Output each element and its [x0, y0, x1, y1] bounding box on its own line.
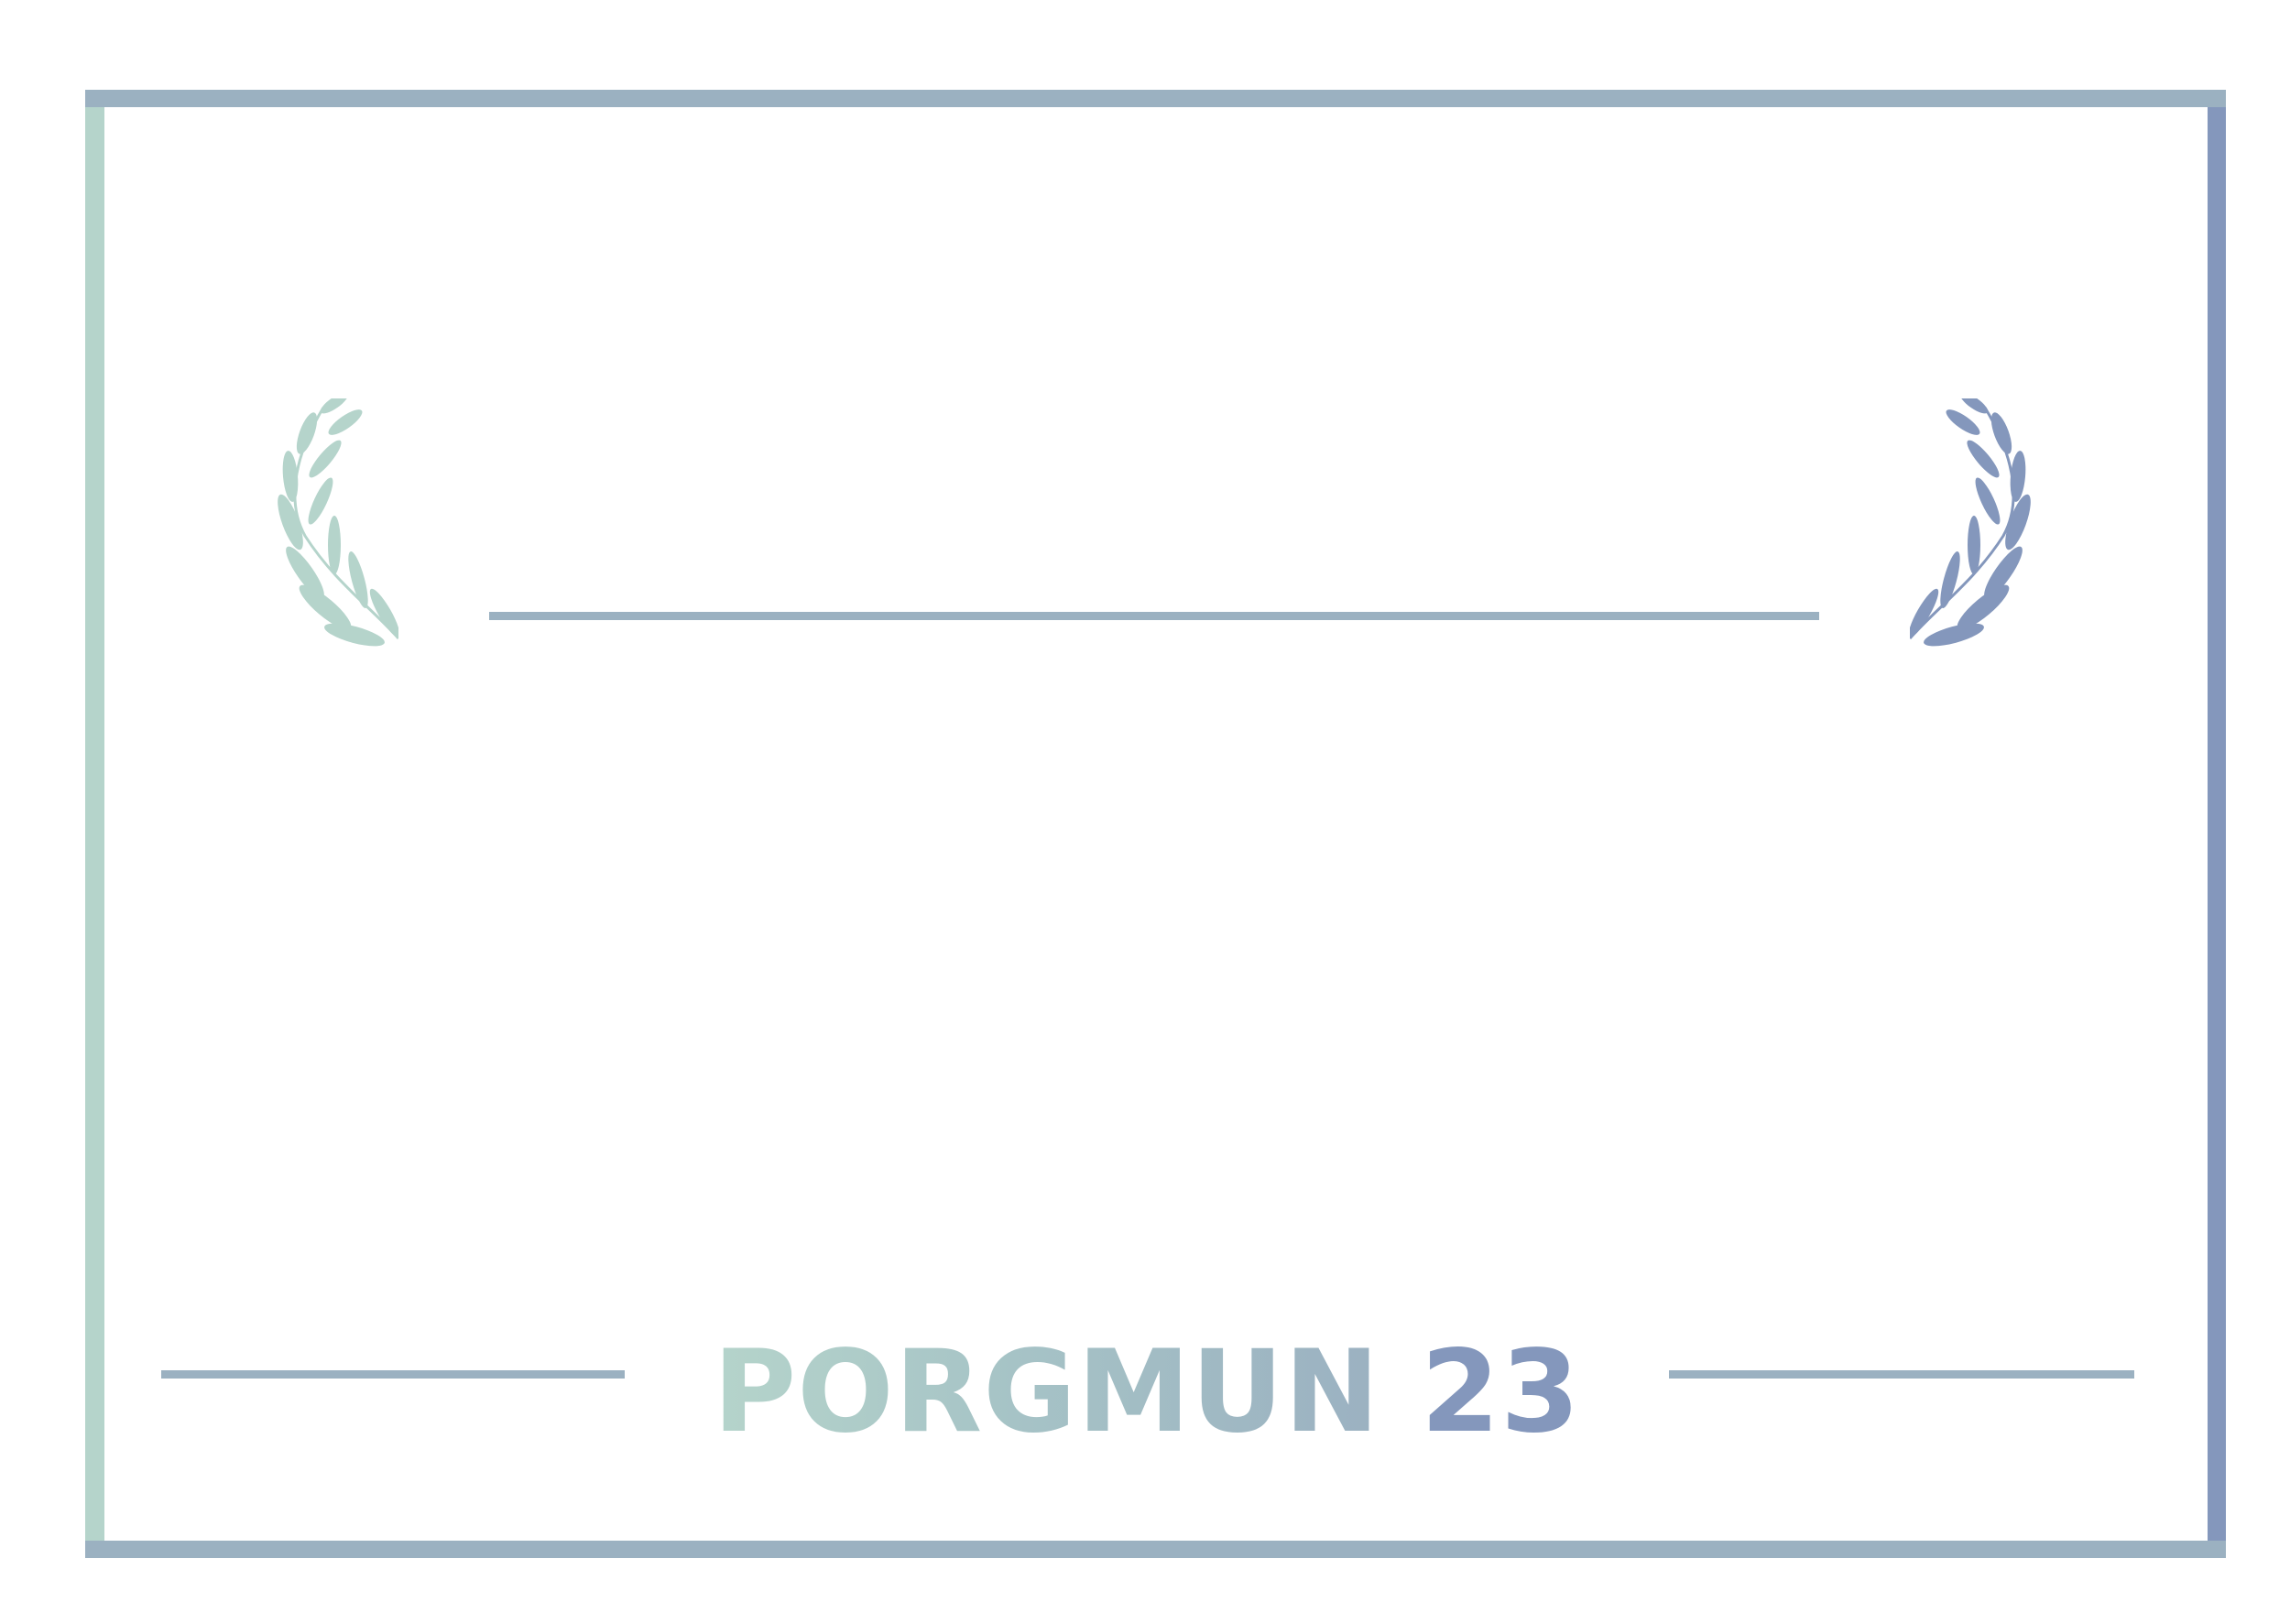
footer-left-rule — [161, 1370, 625, 1379]
footer-right-rule — [1669, 1370, 2134, 1379]
frame-right-border — [2208, 107, 2226, 1541]
frame-left-border — [85, 107, 104, 1541]
laurel-left-icon — [278, 398, 398, 647]
conference-year: 23 — [1421, 1326, 1581, 1458]
frame-top-border — [85, 90, 2226, 107]
frame-bottom-border — [85, 1541, 2226, 1558]
laurel-right-icon — [1910, 398, 2031, 647]
recipient-name-line — [489, 612, 1819, 620]
conference-title: PORGMUN 23 — [625, 1328, 1669, 1456]
conference-name: PORGMUN — [713, 1326, 1380, 1458]
